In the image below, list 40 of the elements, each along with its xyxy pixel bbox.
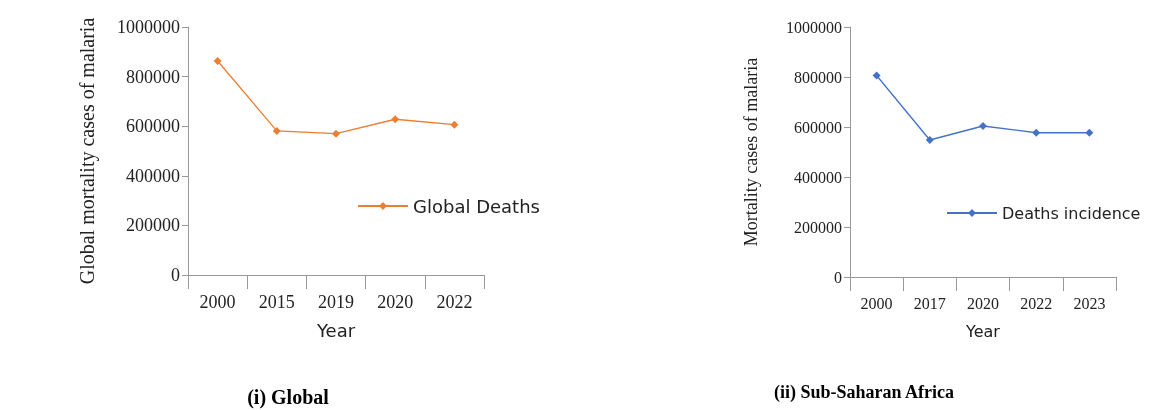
x-axis-title: Year <box>315 319 356 341</box>
point <box>979 122 987 130</box>
y-tick-label: 0 <box>171 265 180 285</box>
text: (i) Global <box>247 386 330 409</box>
point <box>1032 128 1041 137</box>
y-axis-title: Global mortality cases of malaria <box>76 17 99 285</box>
x-tick-label: 2017 <box>913 294 946 312</box>
point <box>450 120 459 129</box>
x-tick-label: 2000 <box>860 294 893 312</box>
y-tick-label: 200000 <box>794 218 842 236</box>
x-tick-label: 2019 <box>318 292 354 312</box>
y-tick-label: 0 <box>834 268 842 286</box>
legend-label: Global Deaths <box>413 195 540 217</box>
legend-label: Deaths incidence <box>1002 203 1141 223</box>
y-tick-label: 400000 <box>126 165 180 186</box>
y-tick-label: 600000 <box>126 116 180 137</box>
point <box>272 126 281 135</box>
x-tick-label: 2015 <box>258 292 295 312</box>
y-tick-label: 400000 <box>794 168 842 186</box>
x-tick-label: 2023 <box>1073 294 1106 312</box>
text: (ii) Sub-Saharan Africa <box>773 382 955 403</box>
point <box>872 71 881 80</box>
x-tick-label: 2022 <box>1020 294 1053 312</box>
x-tick-label: 2000 <box>199 292 236 312</box>
y-tick-label: 1000000 <box>117 17 180 37</box>
y-tick-label: 800000 <box>126 66 180 87</box>
point <box>213 56 222 65</box>
y-tick-label: 200000 <box>126 215 180 236</box>
point <box>332 129 340 138</box>
x-axis-title: Year <box>965 321 1001 341</box>
x-tick-label: 2020 <box>377 292 414 312</box>
y-tick-label: 1000000 <box>786 18 842 36</box>
point <box>391 115 400 124</box>
x-tick-label: 2020 <box>967 294 999 312</box>
point <box>1085 128 1094 137</box>
y-tick-label: 600000 <box>794 118 842 136</box>
y-tick-label: 800000 <box>794 68 842 86</box>
y-axis-title: Mortality cases of malaria <box>741 57 761 247</box>
x-tick-label: 2022 <box>436 292 473 312</box>
point <box>925 136 934 144</box>
